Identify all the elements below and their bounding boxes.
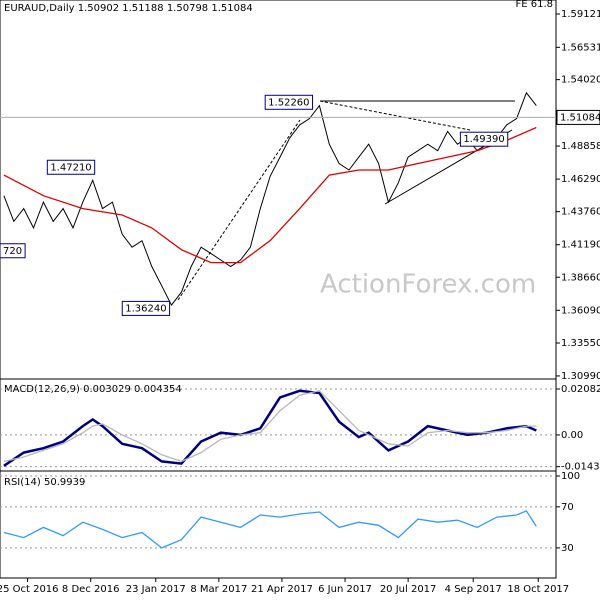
trendline xyxy=(177,119,301,301)
reading: 0.004354 xyxy=(134,384,182,395)
symbol: EURAUD,Daily xyxy=(4,3,75,14)
y-tick-label: 1.38660 xyxy=(561,272,600,283)
current-price-box xyxy=(556,109,600,125)
annotation-box xyxy=(459,131,509,147)
y-tick-label: 1.36090 xyxy=(561,305,600,316)
y-tick-label: 1.56531 xyxy=(561,42,600,53)
annotation-label: 720 xyxy=(3,246,22,257)
x-tick-label: 25 Oct 2016 xyxy=(0,584,59,595)
annotation: 720 xyxy=(0,243,26,259)
x-tick-label: 23 Jan 2017 xyxy=(126,584,186,595)
series-line xyxy=(3,91,537,307)
trendline xyxy=(319,100,471,131)
annotation-box xyxy=(46,159,96,175)
y-tick-label: 1.46290 xyxy=(561,174,600,185)
x-tick-label: 4 Sep 2017 xyxy=(445,584,502,595)
annotation: 1.52260 xyxy=(264,94,314,110)
open: 1.50902 xyxy=(78,3,119,14)
annotation: 1.49390 xyxy=(459,131,509,147)
close: 1.51084 xyxy=(211,3,252,14)
annotation-box xyxy=(121,300,171,316)
y-tick-label: 1.43760 xyxy=(561,207,600,218)
trendlines xyxy=(177,100,515,301)
indicator: RSI(14) xyxy=(4,477,41,488)
chart-title: EURAUD,Daily 1.50902 1.51188 1.50798 1.5… xyxy=(4,3,253,14)
y-tick-label: 0.020827 xyxy=(561,384,600,395)
annotation: 1.36240 xyxy=(121,300,171,316)
annotation: 1.47210 xyxy=(46,159,96,175)
rsi-title: RSI(14) 50.9939 xyxy=(4,477,85,488)
y-tick-label: 70 xyxy=(561,502,574,513)
x-tick-label: 18 Oct 2017 xyxy=(507,584,569,595)
reading: 50.9939 xyxy=(44,477,85,488)
reading: 0.003029 xyxy=(83,384,131,395)
x-tick-label: 6 Jun 2017 xyxy=(318,584,372,595)
annotation-label: 1.52260 xyxy=(268,97,309,108)
y-tick-label: 1.48858 xyxy=(561,141,600,152)
annotation-label: 1.49390 xyxy=(463,134,504,145)
y-tick-label: -0.014386 xyxy=(561,462,600,473)
annotation-box xyxy=(264,94,314,110)
macd-title: MACD(12,26,9) 0.003029 0.004354 xyxy=(4,384,182,395)
annotation-box xyxy=(0,243,26,259)
watermark: ActionForex.com xyxy=(320,270,536,300)
x-tick-label: 8 Mar 2017 xyxy=(190,584,247,595)
y-tick-label: 1.33550 xyxy=(561,338,600,349)
y-tick-label: 1.59121 xyxy=(561,9,600,20)
x-tick-label: 21 Apr 2017 xyxy=(251,584,313,595)
y-tick-label: 100 xyxy=(561,471,580,482)
low: 1.50798 xyxy=(167,3,208,14)
fe-label: FE 61.8 xyxy=(515,0,553,10)
indicator: MACD(12,26,9) xyxy=(4,384,80,395)
y-tick-label: 30 xyxy=(561,543,574,554)
y-tick-label: 1.30990 xyxy=(561,371,600,382)
series-line xyxy=(3,126,537,264)
y-tick-label: 0.00 xyxy=(561,430,583,441)
y-tick-label: 1.41190 xyxy=(561,240,600,251)
x-tick-label: 20 Jul 2017 xyxy=(380,584,437,595)
annotation-label: 1.36240 xyxy=(125,303,166,314)
x-tick-label: 8 Dec 2016 xyxy=(62,584,120,595)
current-price-label: 1.51084 xyxy=(560,112,600,123)
high: 1.51188 xyxy=(122,3,163,14)
series-line xyxy=(3,390,537,463)
series-line xyxy=(3,510,537,549)
y-tick-label: 1.54020 xyxy=(561,75,600,86)
annotation-label: 1.47210 xyxy=(50,162,91,173)
